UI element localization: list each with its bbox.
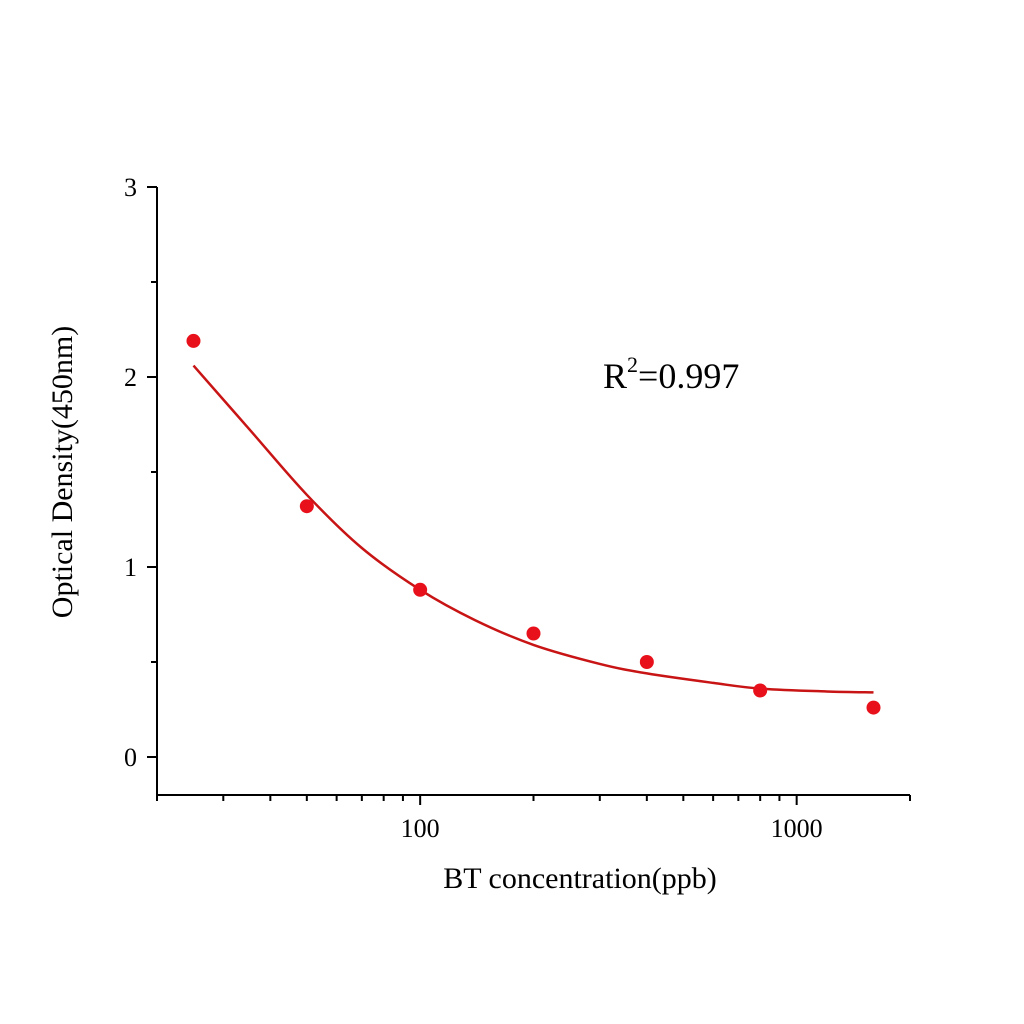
y-tick-label: 2 [124,363,137,392]
y-ticks: 0 1 2 3 [124,173,157,772]
r-squared-annotation: R2=0.997 [603,352,739,396]
y-tick-label: 1 [124,553,137,582]
x-tick-label: 100 [401,814,440,843]
fit-curve-group [192,364,874,694]
fit-curve [192,364,874,694]
x-axis-label: BT concentration(ppb) [443,862,717,895]
data-point [639,655,654,669]
x-tick-label: 1000 [771,814,823,843]
y-axis-label: Optical Density(450nm) [46,326,79,618]
x-ticks: 100 1000 [156,795,911,843]
y-tick-label: 0 [124,743,137,772]
data-point [413,582,428,597]
data-point [299,499,314,514]
data-point [186,333,201,348]
y-tick-label: 3 [124,173,137,202]
data-points-group [186,333,881,715]
r-squared-base: R [603,356,627,396]
r-squared-superscript: 2 [627,352,638,377]
r-squared-value: =0.997 [638,356,739,396]
data-point [866,700,881,715]
data-point [753,683,768,698]
data-point [526,626,541,641]
axes: 100 1000 0 1 2 3 [124,173,911,843]
